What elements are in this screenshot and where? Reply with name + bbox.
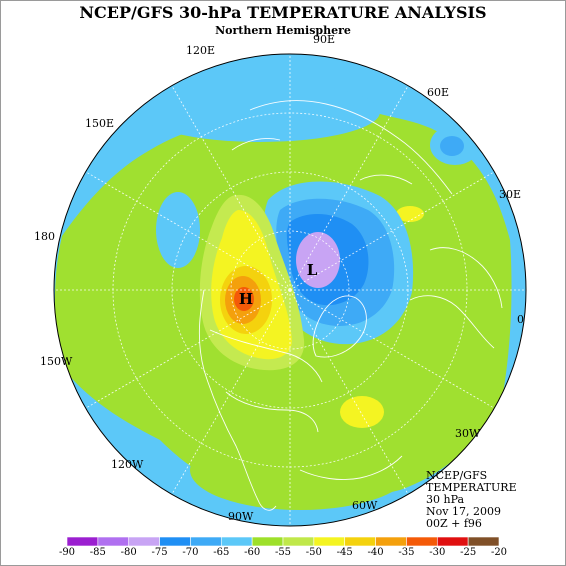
- colorbar-tick-label: -75: [151, 547, 168, 558]
- page-title: NCEP/GFS 30-hPa TEMPERATURE ANALYSIS: [79, 3, 487, 22]
- info-line: NCEP/GFS: [426, 469, 488, 482]
- colorbar-swatch: [251, 536, 284, 547]
- hemisphere-boundary: [53, 53, 527, 527]
- field-cyan-patch-north: [140, 82, 380, 142]
- longitude-label-30e: 30E: [499, 188, 522, 201]
- colorbar-swatch: [467, 536, 500, 547]
- colorbar-tick-label: -60: [244, 547, 261, 558]
- colorbar-tick-label: -50: [305, 547, 322, 558]
- colorbar-tick-label: -30: [429, 547, 446, 558]
- meridian-line: [289, 289, 409, 495]
- high-pressure-center-label: H: [239, 290, 253, 308]
- colorbar-tick-label: -90: [58, 547, 76, 558]
- colorbar-tick-label: -70: [182, 547, 199, 558]
- longitude-label-30w: 30W: [455, 427, 481, 440]
- longitude-label-60w: 60W: [352, 499, 378, 512]
- colorbar-tick-label: -55: [274, 547, 292, 558]
- colorbar-tick-label: -35: [398, 547, 415, 558]
- meridian-line: [85, 289, 291, 409]
- coastline-south-america: [299, 455, 403, 481]
- colorbar-swatch: [190, 536, 222, 547]
- longitude-label-120w: 120W: [111, 458, 144, 471]
- info-line: Nov 17, 2009: [426, 505, 501, 518]
- meridian-line: [85, 171, 291, 291]
- colorbar-tick-label: -20: [490, 547, 508, 558]
- colorbar-swatch: [282, 536, 315, 547]
- colorbar-tick-label: -80: [120, 547, 137, 558]
- colorbar-swatch: [375, 536, 407, 547]
- meridian-line: [171, 289, 291, 495]
- field-blue-spot-east: [440, 136, 464, 156]
- colorbar-swatch: [159, 536, 191, 547]
- longitude-label-90w: 90W: [228, 510, 254, 523]
- longitude-label-0: 0: [517, 313, 524, 326]
- longitude-label-180: 180: [34, 230, 55, 243]
- longitude-label-150w: 150W: [40, 355, 73, 368]
- colorbar-swatch: [436, 536, 469, 547]
- page-subtitle: Northern Hemisphere: [215, 24, 351, 37]
- colorbar-tick-label: -25: [460, 547, 477, 558]
- longitude-label-60e: 60E: [427, 86, 450, 99]
- field-low-core: [296, 232, 340, 288]
- field-high-core: [234, 287, 254, 311]
- colorbar-swatch: [406, 536, 438, 547]
- meridian-line: [289, 171, 495, 291]
- coastlines: [198, 100, 503, 511]
- longitude-label-150e: 150E: [85, 117, 115, 130]
- colorbar-swatch: [344, 536, 376, 547]
- info-block: NCEP/GFS TEMPERATURE 30 hPa Nov 17, 2009…: [426, 470, 517, 530]
- colorbar-swatch: [97, 536, 130, 547]
- colorbar-tick-label: -85: [89, 547, 106, 558]
- colorbar-swatch: [313, 536, 346, 547]
- coastline-greenland: [312, 295, 367, 358]
- info-line: TEMPERATURE: [426, 481, 517, 494]
- meridian-line: [289, 289, 495, 409]
- field-yellow-patch-east: [396, 206, 424, 222]
- longitude-label-90e: 90E: [313, 33, 336, 46]
- low-pressure-center-label: L: [307, 261, 318, 279]
- colorbar-tick-label: -65: [213, 547, 230, 558]
- colorbar-tick-label: -40: [367, 547, 384, 558]
- coastline-north-america: [198, 289, 323, 511]
- colorbar-tick-label: -45: [336, 547, 353, 558]
- info-line: 00Z + f96: [426, 517, 482, 530]
- colorbar-swatch: [66, 536, 99, 547]
- latitude-circle: [230, 230, 350, 350]
- coastline-asia: [231, 100, 453, 195]
- colorbar-swatch: [128, 536, 160, 547]
- info-line: 30 hPa: [426, 493, 465, 506]
- coastline-europe: [409, 247, 503, 349]
- colorbar-swatch: [220, 536, 253, 547]
- graticule: [54, 54, 526, 526]
- meridian-line: [171, 85, 291, 291]
- colorbar: [66, 536, 500, 547]
- field-cyan-patch-west: [156, 192, 200, 268]
- field-yellow-patch-south: [340, 396, 384, 428]
- longitude-label-120e: 120E: [186, 44, 216, 57]
- meridian-line: [289, 85, 409, 291]
